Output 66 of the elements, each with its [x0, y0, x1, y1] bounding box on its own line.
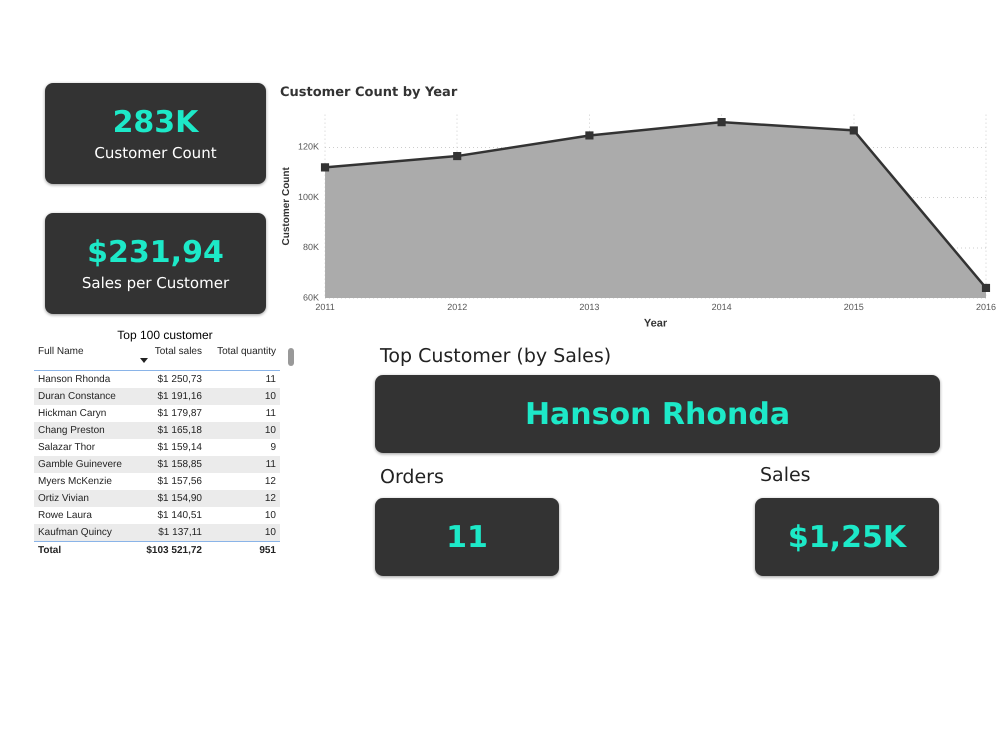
data-label: $1 137,11: [157, 526, 203, 540]
legend-label: Total quantity: [216, 346, 276, 357]
text: Customer Count: [94, 144, 217, 162]
text: $1,25K: [788, 520, 906, 554]
x-tick-label: 2016: [976, 302, 996, 312]
point: [585, 131, 594, 140]
text: Top 100 customer: [116, 328, 214, 342]
data-label: 11: [264, 458, 277, 472]
point: [982, 284, 990, 292]
y-tick-label: 80K: [303, 242, 320, 252]
category-label: Chang Preston: [37, 424, 106, 438]
x-tick-label: 2012: [447, 302, 468, 312]
category-label: Kaufman Quincy: [37, 526, 113, 540]
text: 11: [446, 520, 488, 554]
x-tick-label: 2014: [712, 302, 732, 312]
data-label: $1 191,16: [156, 390, 203, 404]
data-label: $1 157,56: [156, 475, 203, 489]
data-label: $1 158,85: [156, 458, 203, 472]
text: $231,94: [87, 235, 224, 270]
category-label: Myers McKenzie: [37, 475, 113, 489]
x-tick-label: 2015: [844, 302, 864, 312]
text: 283K: [112, 105, 198, 140]
x-tick-label: 2013: [579, 302, 600, 312]
y-tick-label: 60K: [303, 292, 320, 302]
data-label: 9: [269, 441, 277, 455]
data-label: 10: [264, 424, 277, 438]
data-label: $1 154,90: [156, 492, 203, 506]
data-label: 10: [264, 509, 277, 523]
text: Total sales: [154, 346, 202, 357]
category-label: Hanson Rhonda: [37, 373, 112, 387]
data-label: 10: [264, 390, 277, 404]
text: 951: [259, 545, 276, 556]
data-label: $1 159,14: [156, 441, 203, 455]
category-label: Hickman Caryn: [37, 407, 108, 421]
text: Sales per Customer: [82, 274, 230, 292]
y-tick-label: 120K: [298, 142, 320, 152]
data-label: 11: [264, 407, 277, 421]
data-label: $1 179,87: [156, 407, 203, 421]
data-label: $1 140,51: [156, 509, 203, 523]
text: $103 521,72: [146, 545, 202, 556]
point: [320, 163, 330, 172]
point: [453, 152, 462, 160]
category-label: Salazar Thor: [37, 441, 96, 455]
data-label: $1 250,73: [156, 373, 203, 387]
text: Sales: [760, 464, 811, 486]
category-label: Rowe Laura: [37, 509, 93, 523]
y-axis-title: Customer Count: [280, 166, 292, 246]
text: Total: [34, 542, 136, 559]
text: Orders: [380, 466, 444, 488]
category-label: Gamble Guinevere: [37, 458, 123, 472]
text: Top Customer (by Sales): [380, 345, 612, 367]
text: Full Name: [37, 346, 85, 359]
x-axis-title: Year: [644, 317, 668, 330]
data-label: $1 165,18: [156, 424, 203, 438]
data-label: 11: [264, 373, 277, 387]
x-tick-label: 2011: [315, 302, 335, 312]
category-label: Duran Constance: [37, 390, 117, 404]
chart-title: Customer Count by Year: [280, 85, 458, 100]
category-label: Ortiz Vivian: [37, 492, 90, 506]
y-tick-label: 100K: [298, 192, 320, 202]
text: Hanson Rhonda: [524, 396, 790, 432]
data-label: 12: [264, 475, 277, 489]
point: [718, 118, 726, 126]
data-label: 12: [264, 492, 277, 506]
data-label: 10: [264, 526, 277, 540]
point: [850, 126, 858, 135]
